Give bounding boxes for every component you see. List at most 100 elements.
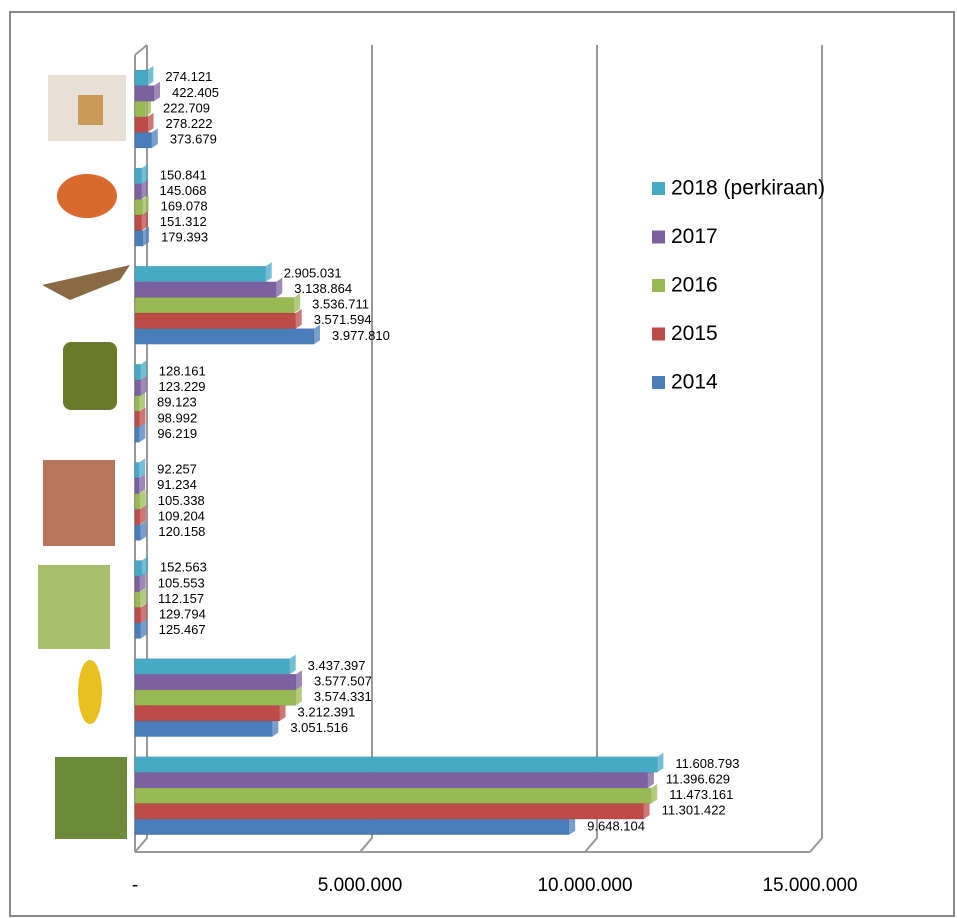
legend-swatch [652,327,665,341]
bar-side [651,783,658,804]
icon-cassava [42,265,130,300]
bar-side [141,179,148,200]
bar [134,364,142,381]
bar [134,658,290,675]
bar-side [657,752,664,773]
value-label: 278.222 [166,116,213,131]
bar [134,607,142,624]
bar-side [140,618,147,639]
bar-side [147,66,154,86]
value-label: 109.204 [158,508,205,523]
icon-corn [78,660,102,724]
bar-side [276,277,283,298]
grid-line [809,45,823,853]
category-icons [38,75,130,839]
bar [134,462,140,479]
value-label: 129.794 [159,607,206,622]
legend-label: 2017 [671,225,718,248]
bar [134,689,297,706]
value-label: 96.219 [157,426,197,441]
bar-side [314,324,321,345]
axis-wall [134,44,148,56]
bar [134,787,652,804]
bar-side [140,375,147,396]
bar [134,673,297,691]
bar [134,705,280,722]
value-label: 169.078 [161,199,208,214]
value-label: 92.257 [157,462,197,477]
x-tick-label: 10.000.000 [537,875,632,896]
bar [134,756,658,773]
value-label: 91.234 [157,477,197,492]
bar [134,477,140,494]
bar-side [139,407,146,427]
bar [134,591,141,608]
icon-mung-bean [63,342,117,410]
bar-side [147,112,154,133]
bar [134,379,141,396]
bar-side [140,603,147,623]
x-tick-label: 5.000.000 [318,875,403,896]
legend-swatch [652,279,665,292]
bar-side [140,587,147,608]
value-label: 274.121 [165,69,212,84]
bar-side [140,520,147,541]
legend-swatch [652,376,665,389]
bar [134,772,649,789]
value-label: 105.553 [158,575,205,590]
bar-side [154,81,161,102]
value-label: 9.648.104 [587,818,645,833]
value-label: 3.577.507 [314,673,372,688]
legend-label: 2015 [671,322,718,345]
value-label: 123.229 [159,379,206,394]
legend-swatch [652,182,665,195]
bar-side [265,262,272,282]
bar-side [139,572,146,592]
legend-label: 2018 (perkiraan) [671,177,825,200]
bar [134,328,315,345]
value-label: 98.992 [157,410,197,425]
value-label: 112.157 [158,591,204,606]
bar-side [139,391,146,412]
icon-sugar [78,95,103,125]
bar [134,575,140,592]
bar [134,69,148,86]
bar-side [139,422,146,443]
value-label: 3.574.331 [314,689,372,704]
bar [134,410,140,427]
bar [134,265,266,283]
value-label: 3.571.594 [314,312,372,327]
icon-peanut [43,460,115,546]
value-label: 150.841 [160,167,207,182]
bar [134,214,143,231]
bar-side [139,458,146,478]
grid-line [584,45,598,853]
bar-side [142,195,149,215]
bar [134,720,273,737]
bar [134,297,295,314]
bar [134,312,296,329]
bar [134,493,140,510]
bar [134,281,277,298]
bar [134,803,644,820]
bar-side [647,768,654,788]
x-tick-label: - [132,875,138,896]
bar-side [139,505,146,525]
bar [134,85,155,102]
bar [134,116,148,133]
value-label: 151.312 [160,214,207,229]
value-label: 3.437.397 [308,658,366,673]
value-label: 128.161 [159,364,206,379]
value-label: 3.536.711 [312,297,369,312]
bar [134,524,141,541]
value-label: 89.123 [157,395,197,410]
chart-frame [9,11,955,917]
bar [134,622,141,639]
bar-side [294,293,301,313]
value-label: 3.212.391 [298,705,356,720]
value-label: 125.467 [159,622,206,637]
bar [134,199,143,216]
bar [134,100,146,118]
bar-side [643,799,650,820]
